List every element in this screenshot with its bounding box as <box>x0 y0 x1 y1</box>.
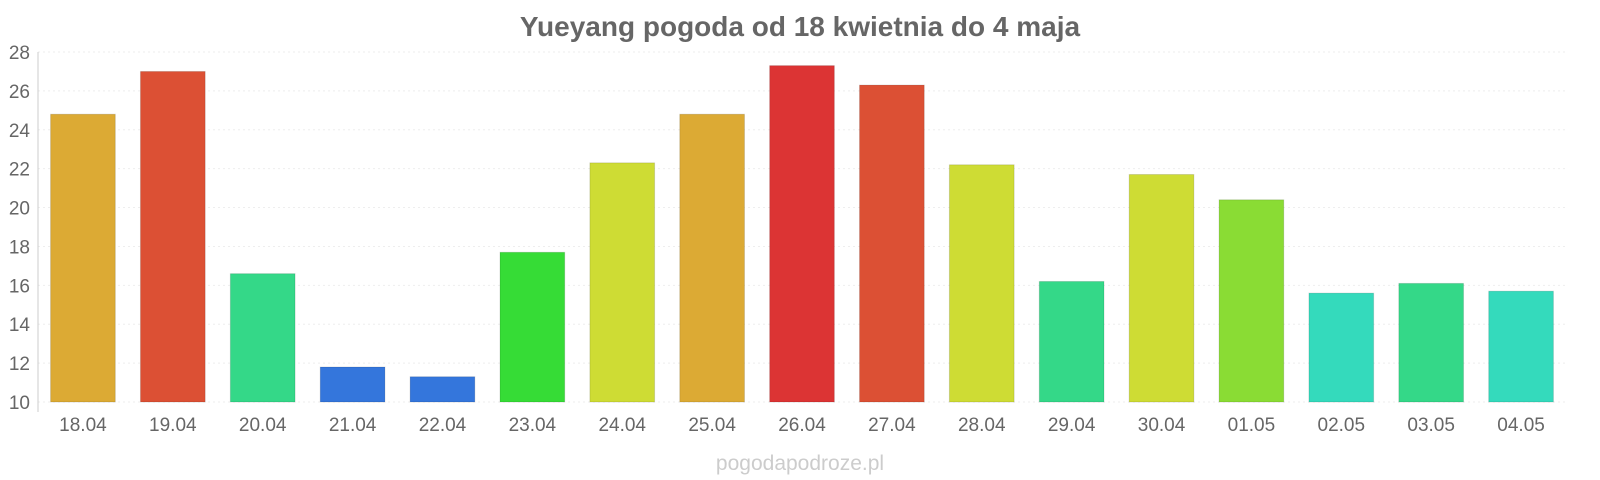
x-tick-label: 02.05 <box>1318 415 1366 436</box>
y-tick-label: 28 <box>9 43 30 64</box>
x-tick-label: 04.05 <box>1497 415 1545 436</box>
x-axis-ticks: 18.04 19.04 20.04 21.04 22.04 23.04 24.04 25.04… <box>59 415 1545 436</box>
bar-01.05 <box>1218 199 1285 403</box>
y-tick-label: 16 <box>9 276 30 297</box>
bar-20.04 <box>229 273 296 403</box>
x-tick-label: 20.04 <box>239 415 287 436</box>
y-tick-label: 22 <box>9 160 30 181</box>
x-tick-label: 18.04 <box>59 415 107 436</box>
x-tick-label: 28.04 <box>958 415 1006 436</box>
bar-26.04 <box>769 65 835 403</box>
bars <box>50 65 1554 403</box>
y-tick-label: 24 <box>9 121 31 142</box>
y-tick-label: 26 <box>9 82 30 103</box>
bar-19.04 <box>139 70 206 403</box>
y-axis-ticks: 10 12 14 16 18 20 22 24 26 28 <box>9 43 31 414</box>
bar-25.04 <box>679 113 745 403</box>
x-tick-label: 24.04 <box>598 415 646 436</box>
bar-04.05 <box>1488 290 1554 403</box>
bar-21.04 <box>319 366 386 403</box>
x-tick-label: 27.04 <box>868 415 916 436</box>
x-tick-label: 01.05 <box>1228 415 1276 436</box>
bar-29.04 <box>1038 280 1105 403</box>
y-tick-label: 10 <box>9 393 30 414</box>
bar-23.04 <box>499 251 566 403</box>
bar-02.05 <box>1308 292 1375 403</box>
bar-27.04 <box>859 84 925 403</box>
x-tick-label: 26.04 <box>778 415 826 436</box>
x-tick-label: 30.04 <box>1138 415 1186 436</box>
y-tick-label: 18 <box>9 237 30 258</box>
bar-24.04 <box>589 162 656 403</box>
chart-title: Yueyang pogoda od 18 kwietnia do 4 maja <box>520 11 1081 42</box>
bar-28.04 <box>948 164 1015 403</box>
x-tick-label: 25.04 <box>688 415 736 436</box>
bar-03.05 <box>1398 282 1465 403</box>
y-tick-label: 12 <box>9 354 30 375</box>
x-tick-label: 22.04 <box>419 415 467 436</box>
bar-30.04 <box>1128 174 1195 403</box>
watermark: pogodapodroze.pl <box>716 452 884 475</box>
x-tick-label: 29.04 <box>1048 415 1096 436</box>
x-tick-label: 03.05 <box>1407 415 1455 436</box>
x-tick-label: 19.04 <box>149 415 197 436</box>
x-tick-label: 23.04 <box>509 415 557 436</box>
bar-18.04 <box>50 113 116 403</box>
x-tick-label: 21.04 <box>329 415 377 436</box>
y-tick-label: 14 <box>9 315 31 336</box>
y-tick-label: 20 <box>9 199 30 220</box>
bar-22.04 <box>409 376 476 403</box>
